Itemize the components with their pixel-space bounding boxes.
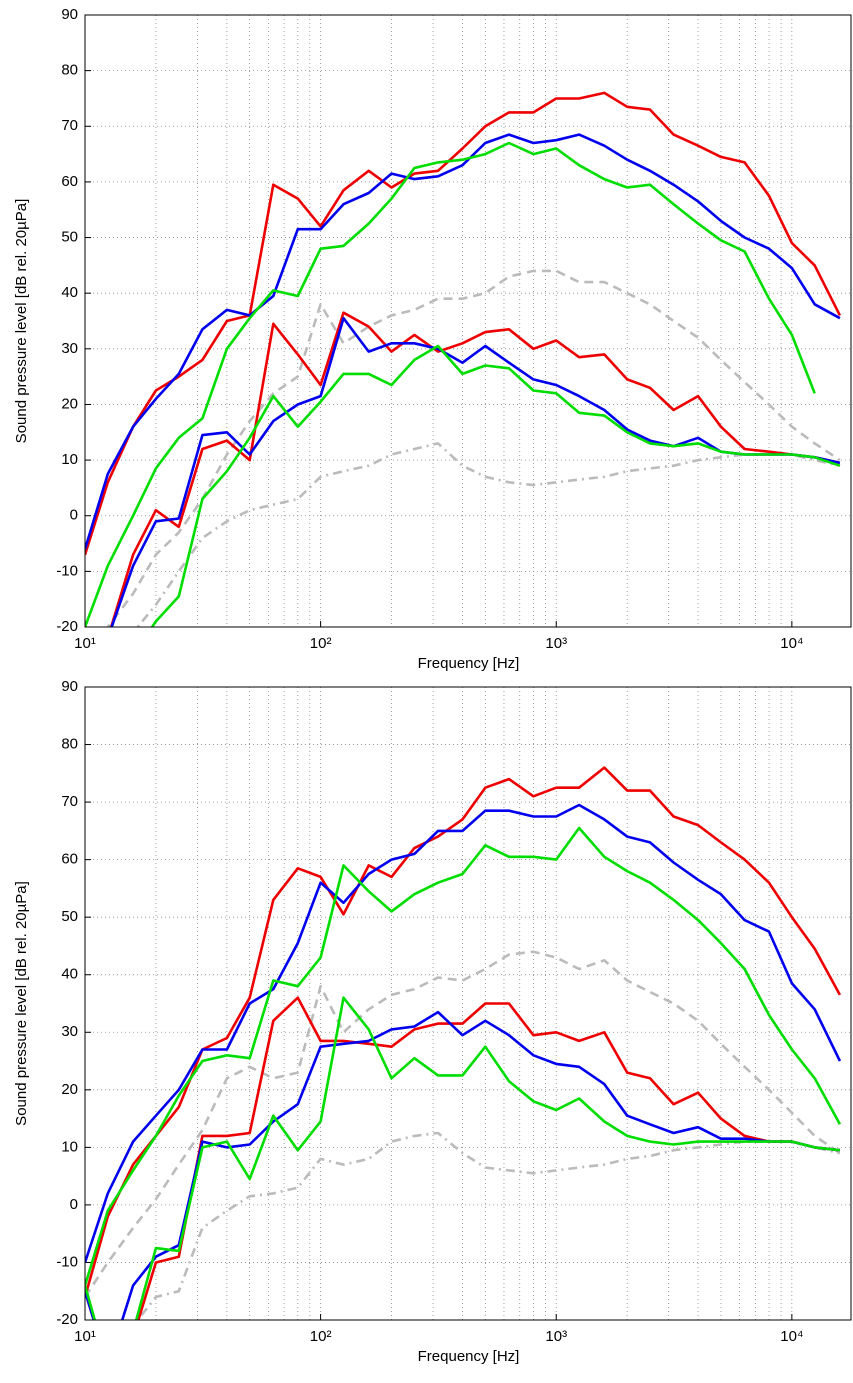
y-tick-label: 80	[61, 62, 78, 79]
series-line	[85, 950, 841, 1298]
x-tick-label: 10¹	[74, 635, 96, 652]
y-tick-label: 0	[70, 507, 78, 524]
x-tick-label: 10³	[545, 635, 567, 652]
y-tick-label: 50	[61, 229, 78, 246]
y-tick-label: 70	[61, 793, 78, 810]
y-tick-label: -10	[56, 562, 78, 579]
y-tick-label: 50	[61, 908, 78, 925]
x-axis-label: Frequency [Hz]	[418, 1348, 520, 1365]
series-line	[150, 344, 841, 627]
series-group	[85, 91, 842, 627]
y-tick-label: 40	[61, 966, 78, 983]
y-tick-label: 90	[61, 678, 78, 695]
y-tick-label: 30	[61, 340, 78, 357]
y-tick-label: 90	[61, 6, 78, 23]
series-line	[85, 996, 841, 1320]
y-tick-label: 60	[61, 851, 78, 868]
series-line	[85, 826, 842, 1286]
x-tick-label: 10⁴	[780, 1328, 803, 1345]
y-tick-label: -10	[56, 1253, 78, 1270]
series-line	[85, 803, 842, 1263]
x-tick-label: 10³	[545, 1328, 567, 1345]
y-tick-label: 10	[61, 1138, 78, 1155]
series-line	[85, 141, 816, 627]
plot-area	[85, 15, 852, 627]
x-tick-label: 10⁴	[780, 635, 803, 652]
y-tick-label: 60	[61, 173, 78, 190]
series-line	[106, 269, 841, 627]
y-axis-label: Sound pressure level [dB rel. 20µPa]	[13, 881, 30, 1126]
x-tick-label: 10¹	[74, 1328, 96, 1345]
axes-frame	[84, 686, 852, 1321]
series-line	[85, 133, 841, 550]
series-line	[85, 996, 841, 1320]
y-tick-label: 20	[61, 395, 78, 412]
series-line	[85, 1010, 841, 1320]
y-tick-label: 80	[61, 736, 78, 753]
y-tick-label: 70	[61, 117, 78, 134]
plot: 10¹ 10² 10³ 10⁴ -20 -10 0 10 20 30 40 50 60 70 80 90 Fre…	[13, 6, 852, 672]
series-line	[85, 766, 842, 1298]
x-axis-label: Frequency [Hz]	[418, 655, 520, 672]
series-line	[136, 1131, 841, 1320]
y-axis-label: Sound pressure level [dB rel. 20µPa]	[13, 199, 30, 444]
series-line	[109, 311, 841, 627]
series-line	[135, 442, 841, 627]
series-line	[110, 316, 841, 627]
y-tick-label: 20	[61, 1081, 78, 1098]
series-line	[85, 91, 842, 556]
y-tick-label: 0	[70, 1196, 78, 1213]
x-tick-label: 10²	[310, 635, 332, 652]
plot: 10¹ 10² 10³ 10⁴ -20 -10 0 10 20 30 40 50 60 70 80 90 Fre…	[13, 678, 852, 1365]
y-tick-label: -20	[56, 618, 78, 635]
x-tick-label: 10²	[310, 1328, 332, 1345]
series-group	[85, 766, 842, 1320]
axes-frame	[84, 14, 852, 628]
y-tick-label: 10	[61, 451, 78, 468]
y-tick-label: -20	[56, 1311, 78, 1328]
y-tick-label: 40	[61, 284, 78, 301]
y-tick-label: 30	[61, 1023, 78, 1040]
plot-area	[85, 687, 852, 1320]
